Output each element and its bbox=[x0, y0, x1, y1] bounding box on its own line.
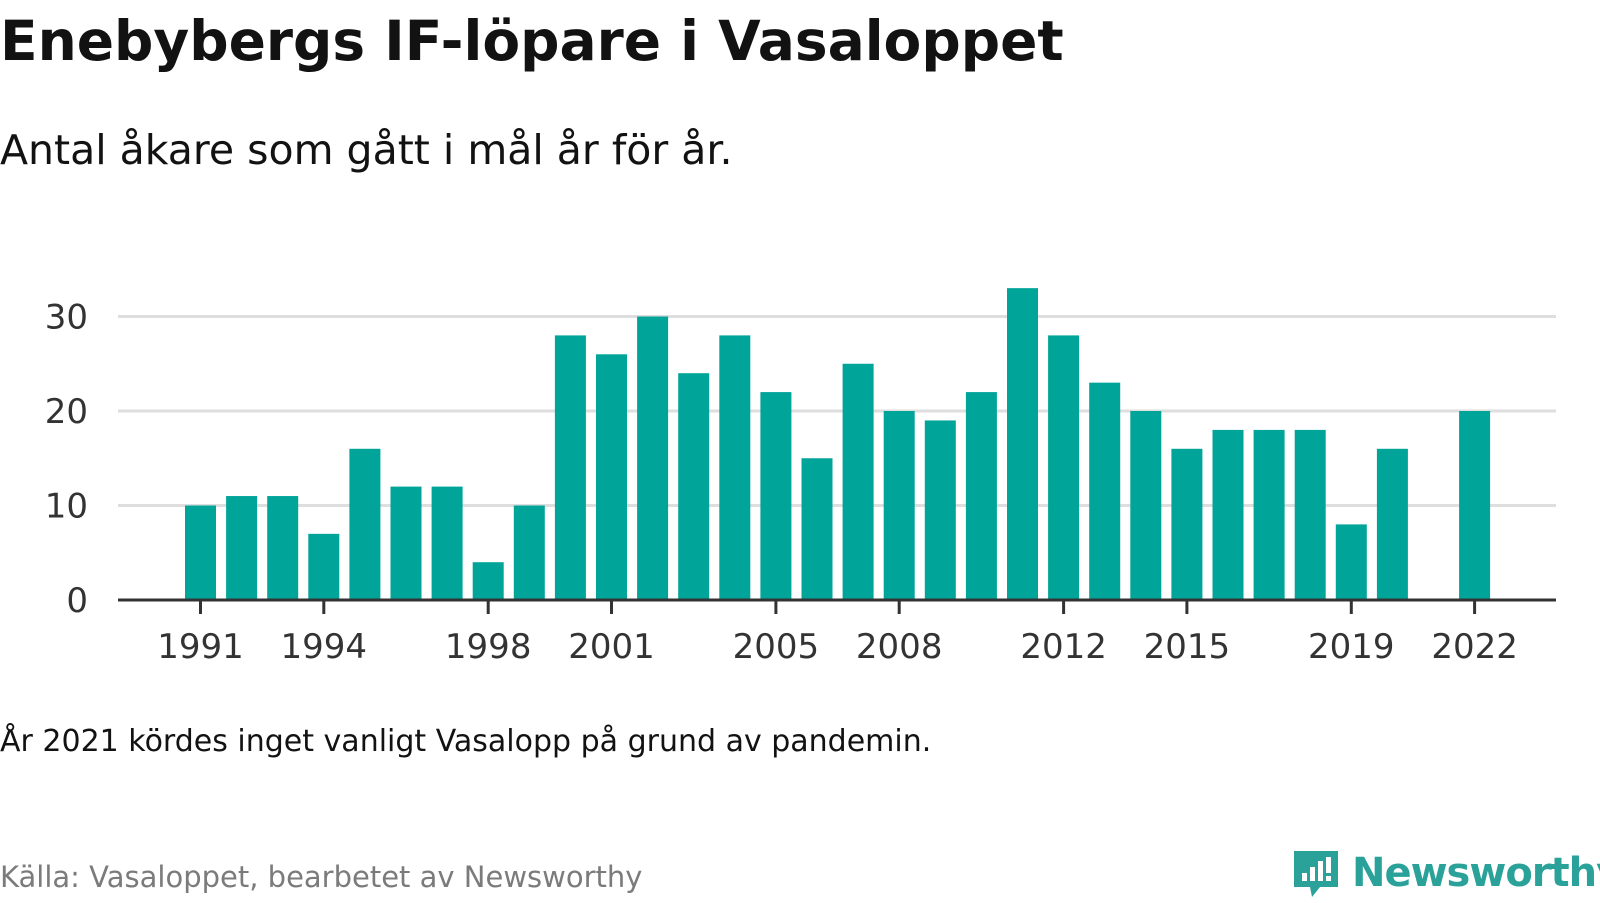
brand-logo: Newsworthy bbox=[1290, 843, 1600, 903]
bar-2012 bbox=[1048, 335, 1080, 600]
bar-2003 bbox=[678, 373, 710, 600]
bar-2009 bbox=[924, 420, 956, 600]
axes: 0 10 20 30 1991 1994 1998 2001 2005 2008 2012 2015 2… bbox=[45, 298, 1556, 667]
bar-2016 bbox=[1212, 429, 1244, 600]
bar-2014 bbox=[1130, 411, 1162, 600]
x-tick-label: 1994 bbox=[281, 627, 368, 667]
bar-2020 bbox=[1376, 448, 1408, 600]
bar-1992 bbox=[226, 496, 258, 600]
bar-2019 bbox=[1335, 524, 1367, 600]
bar-2017 bbox=[1253, 429, 1285, 600]
bar-2005 bbox=[760, 392, 792, 600]
gridlines bbox=[118, 315, 1556, 507]
bar-1993 bbox=[267, 496, 299, 600]
bar-1995 bbox=[349, 448, 381, 600]
x-tick-label: 2019 bbox=[1308, 627, 1395, 667]
x-tick-label: 2005 bbox=[733, 627, 820, 667]
bar-2018 bbox=[1294, 429, 1326, 600]
bar-1996 bbox=[390, 486, 422, 600]
bar-2007 bbox=[842, 363, 874, 600]
bar-2008 bbox=[883, 411, 915, 600]
bar-chart: 0 10 20 30 1991 1994 1998 2001 2005 2008 2012 2015 2… bbox=[45, 288, 1556, 667]
x-tick-label: 2008 bbox=[856, 627, 943, 667]
bar-2011 bbox=[1007, 288, 1038, 600]
chart-subtitle: Antal åkare som gått i mål år för år. bbox=[0, 126, 733, 174]
bar-1994 bbox=[308, 533, 340, 600]
bar-2022 bbox=[1459, 411, 1491, 600]
y-tick-label: 30 bbox=[45, 298, 88, 338]
x-tick-label: 1998 bbox=[445, 627, 532, 667]
y-tick-label: 20 bbox=[45, 392, 88, 432]
bar-1999 bbox=[513, 505, 545, 600]
newsworthy-logo-icon bbox=[1294, 851, 1338, 897]
chart-title: Enebybergs IF-löpare i Vasaloppet bbox=[0, 9, 1064, 73]
chart-note: År 2021 kördes inget vanligt Vasalopp på… bbox=[0, 724, 932, 759]
bar-2004 bbox=[719, 335, 751, 600]
bar-2002 bbox=[637, 316, 669, 600]
bar-2000 bbox=[554, 335, 586, 600]
x-tick-label: 2001 bbox=[568, 627, 655, 667]
brand-name: Newsworthy bbox=[1352, 850, 1600, 896]
bar-1997 bbox=[431, 486, 463, 600]
bar-1991 bbox=[185, 505, 216, 600]
y-tick-label: 0 bbox=[66, 581, 88, 621]
bar-2001 bbox=[596, 354, 627, 600]
bar-2006 bbox=[801, 458, 833, 600]
bars bbox=[185, 288, 1491, 600]
x-tick-label: 2012 bbox=[1020, 627, 1107, 667]
bar-2010 bbox=[965, 392, 997, 600]
bar-2013 bbox=[1089, 382, 1121, 600]
bar-2015 bbox=[1171, 448, 1203, 600]
x-tick-label: 1991 bbox=[157, 627, 244, 667]
source-credit: Källa: Vasaloppet, bearbetet av Newswort… bbox=[0, 860, 643, 894]
x-tick-label: 2022 bbox=[1431, 627, 1518, 667]
x-tick-label: 2015 bbox=[1144, 627, 1231, 667]
bar-1998 bbox=[472, 562, 504, 600]
y-tick-label: 10 bbox=[45, 487, 88, 527]
